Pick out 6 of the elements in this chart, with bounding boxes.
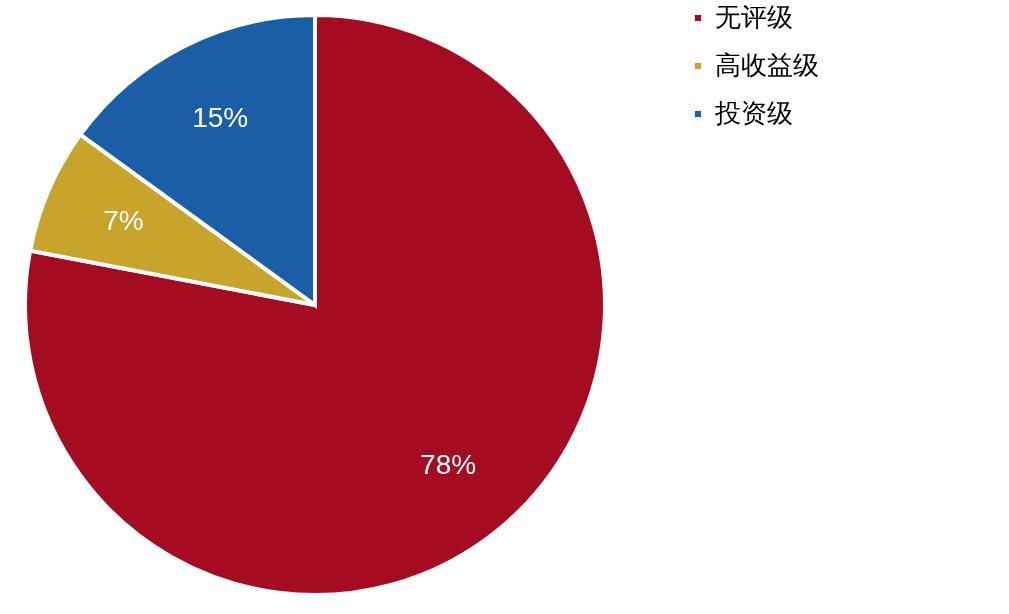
data-label: 7% — [103, 205, 144, 237]
legend-label: 投资级 — [714, 98, 793, 128]
data-label: 78% — [420, 448, 477, 480]
legend-label: 高收益级 — [715, 50, 819, 80]
data-label: 15% — [192, 101, 249, 133]
legend-label: 无评级 — [715, 2, 793, 32]
